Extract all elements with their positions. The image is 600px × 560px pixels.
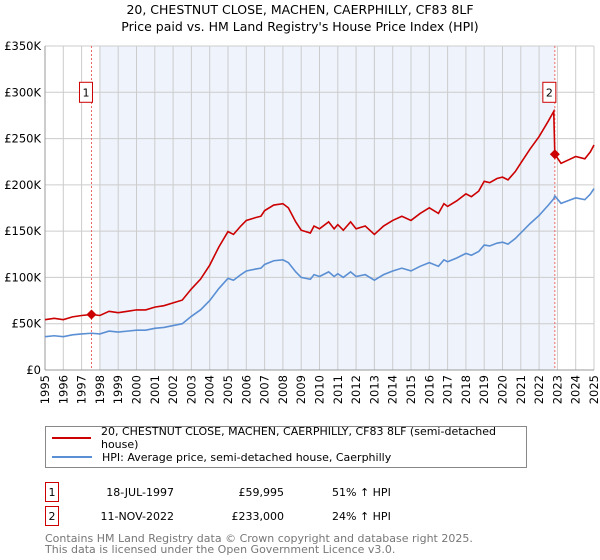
x-tick-label: 2014 — [386, 375, 400, 404]
x-tick-label: 2008 — [276, 375, 290, 404]
transaction-number: 1 — [45, 482, 59, 502]
x-tick-label: 2018 — [459, 375, 473, 404]
x-tick-label: 2022 — [532, 375, 546, 404]
x-tick-label: 2023 — [550, 375, 564, 404]
transaction-number: 2 — [45, 506, 59, 526]
x-tick-label: 2007 — [258, 375, 272, 404]
y-tick-label: £200K — [4, 178, 41, 192]
sale-label: 2 — [546, 86, 553, 99]
sale-label: 1 — [82, 86, 89, 99]
x-tick-label: 2025 — [587, 375, 600, 404]
legend-swatch — [52, 456, 92, 458]
x-tick-label: 1998 — [93, 375, 107, 404]
x-tick-label: 2001 — [148, 375, 162, 404]
legend-swatch — [52, 437, 91, 439]
x-tick-label: 2011 — [331, 375, 345, 404]
transaction-hpi: 51% ↑ HPI — [332, 485, 391, 499]
transaction-date: 11-NOV-2022 — [100, 509, 174, 523]
y-tick-label: £250K — [4, 132, 41, 146]
x-tick-label: 2003 — [184, 375, 198, 404]
transaction-price: £59,995 — [238, 485, 285, 499]
sale-label-box — [542, 81, 557, 103]
shaded-ownership-period — [99, 46, 555, 370]
legend-label: 20, CHESTNUT CLOSE, MACHEN, CAERPHILLY, … — [100, 425, 497, 451]
sale-point — [86, 309, 97, 320]
transaction-date: 18-JUL-1997 — [106, 485, 174, 499]
x-tick-label: 2000 — [130, 375, 144, 404]
y-tick-label: £300K — [4, 85, 41, 99]
y-tick-label: £0 — [26, 363, 41, 377]
x-tick-label: 2009 — [294, 375, 308, 404]
x-tick-label: 1997 — [75, 375, 89, 404]
y-tick-label: £150K — [4, 224, 41, 238]
x-tick-label: 2024 — [569, 375, 583, 404]
y-tick-label: £100K — [4, 270, 41, 284]
chart-subtitle: Price paid vs. HM Land Registry's House … — [121, 19, 479, 34]
x-tick-label: 2020 — [496, 375, 510, 404]
hpi-series-line — [44, 188, 595, 338]
x-tick-label: 2002 — [166, 375, 180, 404]
legend: 20, CHESTNUT CLOSE, MACHEN, CAERPHILLY, … — [45, 425, 527, 468]
y-tick-label: £350K — [4, 39, 41, 53]
footer-licence: This data is licensed under the Open Gov… — [45, 543, 396, 556]
transaction-row: 1 18-JUL-1997 £59,995 51% ↑ HPI — [45, 482, 391, 502]
x-tick-label: 2016 — [422, 375, 436, 404]
line-chart: £0 £50K £100K £150K £200K £250K £300K £350K 1995… — [4, 39, 600, 404]
legend-item-property: 20, CHESTNUT CLOSE, MACHEN, CAERPHILLY, … — [52, 425, 526, 451]
x-tick-label: 1999 — [111, 375, 125, 404]
property-series-line — [44, 108, 595, 321]
y-tick-label: £50K — [12, 317, 42, 331]
x-tick-label: 2010 — [313, 375, 327, 404]
x-tick-label: 2013 — [367, 375, 381, 404]
x-tick-label: 2004 — [203, 375, 217, 404]
x-tick-label: 2017 — [441, 375, 455, 404]
chart-title: 20, CHESTNUT CLOSE, MACHEN, CAERPHILLY, … — [126, 2, 474, 17]
x-tick-label: 2005 — [221, 375, 235, 404]
footer-copyright: Contains HM Land Registry data © Crown c… — [45, 532, 473, 545]
sale-label-box — [78, 81, 93, 103]
x-tick-label: 2006 — [239, 375, 253, 404]
transaction-hpi: 24% ↑ HPI — [332, 509, 391, 523]
x-tick-label: 2015 — [404, 375, 418, 404]
x-tick-label: 1996 — [56, 375, 70, 404]
x-tick-label: 2019 — [477, 375, 491, 404]
x-tick-label: 1995 — [38, 375, 52, 404]
legend-item-hpi: HPI: Average price, semi-detached house,… — [52, 448, 391, 466]
transaction-row: 2 11-NOV-2022 £233,000 24% ↑ HPI — [45, 506, 391, 526]
x-tick-label: 2012 — [349, 375, 363, 404]
sale-point — [549, 149, 560, 160]
x-tick-label: 2021 — [514, 375, 528, 404]
transaction-price: £233,000 — [231, 509, 285, 523]
legend-label: HPI: Average price, semi-detached house,… — [102, 450, 392, 464]
